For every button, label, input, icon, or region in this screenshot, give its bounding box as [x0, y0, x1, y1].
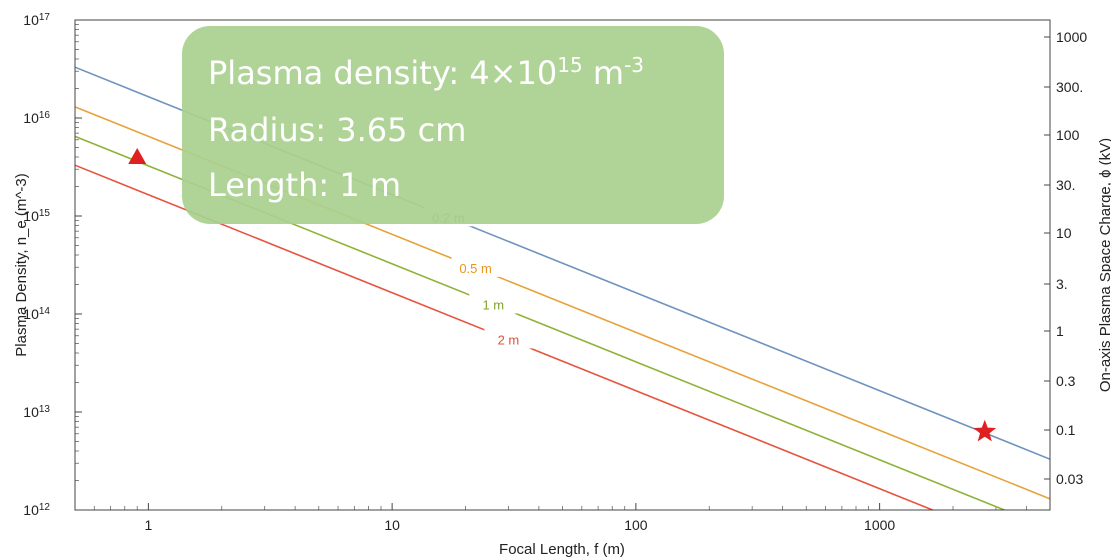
callout-background: [182, 26, 724, 224]
series-label-gap-2: [469, 293, 518, 314]
y2-tick-label: 10: [1056, 225, 1072, 241]
y-axis-title: Plasma Density, n_e (m^-3): [13, 173, 30, 356]
x-tick-label: 10: [384, 517, 400, 533]
callout-box: Plasma density: 4×1015 m-3 Radius: 3.65 …: [182, 26, 724, 224]
x-tick-label: 1000: [864, 517, 895, 533]
y-tick-labels: 1012 1013 1014 1015 1016 1017: [23, 12, 50, 519]
x-axis-title: Focal Length, f (m): [499, 541, 625, 558]
series-label-1: 0.5 m: [459, 261, 492, 276]
series-label-2: 1 m: [482, 298, 504, 313]
callout-density-unit-exp: -3: [624, 53, 644, 77]
y2-tick-label: 0.3: [1056, 373, 1076, 389]
y2-tick-label: 300.: [1056, 79, 1083, 95]
callout-line-radius: Radius: 3.65 cm: [208, 111, 466, 149]
y2-tick-label: 0.03: [1056, 471, 1083, 487]
y-tick-label: 1015: [23, 208, 50, 225]
callout-density-text: Plasma density: 4×10: [208, 54, 557, 92]
y2-tick-label: 0.1: [1056, 422, 1076, 438]
series-label-3: 2 m: [498, 332, 520, 347]
y-tick-label: 1017: [23, 12, 50, 29]
y2-tick-label: 1: [1056, 323, 1064, 339]
plot-frame: [74, 19, 1051, 511]
star-marker: [973, 419, 997, 442]
y2-tick-label: 1000: [1056, 29, 1087, 45]
markers: [128, 147, 997, 442]
callout-line-length: Length: 1 m: [208, 166, 401, 204]
y2-tick-label: 30.: [1056, 177, 1075, 193]
callout-density-exp: 15: [557, 53, 582, 77]
y-tick-label: 1016: [23, 110, 50, 127]
triangle-marker: [128, 147, 147, 164]
y-tick-label: 1013: [23, 404, 50, 421]
x-tick-label: 1: [144, 517, 152, 533]
series-label-gap-1: [451, 256, 500, 277]
x-tick-labels: 1 10 100 1000: [144, 517, 895, 533]
callout-density-unit: m: [583, 54, 624, 92]
y2-tick-labels: 1000 300. 100 30. 10 3. 1 0.3 0.1 0.03: [1056, 29, 1087, 487]
y-tick-label: 1012: [23, 502, 50, 519]
y2-tick-label: 3.: [1056, 276, 1068, 292]
y-tick-label: 1014: [23, 306, 50, 323]
x-tick-label: 100: [624, 517, 648, 533]
series-label-gap-3: [484, 328, 533, 349]
y2-axis-title: On-axis Plasma Space Charge, ϕ (kV): [1097, 138, 1111, 392]
callout-line-density: Plasma density: 4×1015 m-3: [208, 53, 644, 92]
y2-tick-label: 100: [1056, 127, 1080, 143]
